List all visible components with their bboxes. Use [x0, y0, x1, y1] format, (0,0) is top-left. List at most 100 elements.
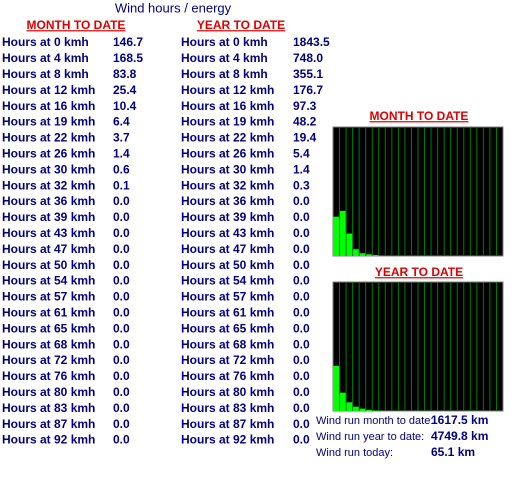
row-label: Hours at 19 kmh — [181, 115, 274, 129]
row-value: 3.7 — [113, 131, 130, 145]
row-value: 355.1 — [293, 67, 323, 81]
row-label: Hours at 54 kmh — [2, 274, 95, 288]
bar — [352, 249, 360, 256]
row-value: 0.0 — [113, 401, 130, 415]
row-value: 0.0 — [113, 321, 130, 335]
row-label: Hours at 8 kmh — [181, 67, 268, 81]
row-label: Hours at 92 kmh — [2, 433, 95, 447]
bar — [339, 210, 347, 256]
row-label: Hours at 43 kmh — [181, 226, 274, 240]
row-value: 1.4 — [293, 162, 310, 176]
wind-run-label: Wind run today: — [316, 447, 393, 459]
row-label: Hours at 36 kmh — [181, 194, 274, 208]
row-value: 0.0 — [293, 290, 310, 304]
row-label: Hours at 0 kmh — [181, 35, 268, 49]
row-value: 1.4 — [113, 146, 130, 160]
row-value: 0.0 — [293, 226, 310, 240]
row-value: 0.0 — [293, 274, 310, 288]
row-value: 1843.5 — [293, 35, 330, 49]
row-label: Hours at 47 kmh — [2, 242, 95, 256]
row-value: 48.2 — [293, 115, 317, 129]
row-value: 0.0 — [113, 290, 130, 304]
wind-run-value: 4749.8 km — [431, 429, 488, 443]
row-value: 83.8 — [113, 67, 137, 81]
row-value: 5.4 — [293, 146, 310, 160]
row-label: Hours at 43 kmh — [2, 226, 95, 240]
row-label: Hours at 80 kmh — [2, 385, 95, 399]
row-label: Hours at 65 kmh — [181, 321, 274, 335]
row-label: Hours at 87 kmh — [2, 417, 95, 431]
row-value: 168.5 — [113, 51, 143, 65]
row-value: 19.4 — [293, 131, 317, 145]
row-value: 0.0 — [293, 305, 310, 319]
row-value: 6.4 — [113, 115, 130, 129]
bar — [359, 253, 366, 256]
wind-run-label: Wind run year to date: — [316, 431, 424, 443]
row-label: Hours at 61 kmh — [2, 305, 95, 319]
row-label: Hours at 39 kmh — [2, 210, 95, 224]
row-value: 0.0 — [113, 274, 130, 288]
row-label: Hours at 30 kmh — [2, 162, 95, 176]
bar — [365, 409, 373, 411]
row-value: 0.6 — [113, 162, 130, 176]
wind-run-value: 65.1 km — [431, 445, 475, 459]
row-label: Hours at 39 kmh — [181, 210, 274, 224]
bar — [346, 402, 353, 411]
row-label: Hours at 16 kmh — [2, 99, 95, 113]
row-label: Hours at 19 kmh — [2, 115, 95, 129]
row-label: Hours at 22 kmh — [2, 131, 95, 145]
row-label: Hours at 22 kmh — [181, 131, 274, 145]
row-value: 10.4 — [113, 99, 137, 113]
title: Wind hours / energy — [115, 0, 232, 15]
year-chart-title: YEAR TO DATE — [375, 265, 463, 279]
bar — [372, 255, 379, 256]
row-value: 0.0 — [113, 417, 130, 431]
row-value: 0.0 — [113, 258, 130, 272]
row-label: Hours at 54 kmh — [181, 274, 274, 288]
row-label: Hours at 68 kmh — [2, 337, 95, 351]
row-value: 0.0 — [293, 417, 310, 431]
row-label: Hours at 87 kmh — [181, 417, 274, 431]
row-label: Hours at 57 kmh — [2, 290, 95, 304]
row-value: 0.0 — [113, 194, 130, 208]
row-label: Hours at 72 kmh — [2, 353, 95, 367]
row-label: Hours at 8 kmh — [2, 67, 89, 81]
row-value: 0.0 — [293, 353, 310, 367]
row-value: 748.0 — [293, 51, 323, 65]
row-value: 0.0 — [113, 226, 130, 240]
row-label: Hours at 4 kmh — [181, 51, 268, 65]
row-value: 0.0 — [293, 337, 310, 351]
row-value: 0.0 — [293, 321, 310, 335]
row-value: 0.0 — [113, 353, 130, 367]
row-label: Hours at 76 kmh — [2, 369, 95, 383]
row-value: 0.0 — [293, 369, 310, 383]
row-label: Hours at 0 kmh — [2, 35, 89, 49]
row-value: 0.0 — [293, 258, 310, 272]
bar — [365, 254, 373, 256]
row-label: Hours at 47 kmh — [181, 242, 274, 256]
row-value: 176.7 — [293, 83, 323, 97]
bar — [333, 365, 340, 411]
wind-run-label: Wind run month to date: — [316, 415, 433, 427]
row-value: 97.3 — [293, 99, 317, 113]
row-value: 0.0 — [113, 210, 130, 224]
row-label: Hours at 50 kmh — [181, 258, 274, 272]
row-value: 0.0 — [113, 369, 130, 383]
row-label: Hours at 68 kmh — [181, 337, 274, 351]
row-value: 0.0 — [113, 242, 130, 256]
row-label: Hours at 65 kmh — [2, 321, 95, 335]
bar — [339, 392, 347, 411]
month-heading: MONTH TO DATE — [27, 18, 126, 32]
row-label: Hours at 92 kmh — [181, 433, 274, 447]
row-label: Hours at 32 kmh — [181, 178, 274, 192]
row-label: Hours at 72 kmh — [181, 353, 274, 367]
row-value: 0.0 — [113, 305, 130, 319]
row-value: 0.0 — [293, 401, 310, 415]
row-label: Hours at 50 kmh — [2, 258, 95, 272]
row-label: Hours at 12 kmh — [181, 83, 274, 97]
row-value: 146.7 — [113, 35, 143, 49]
row-value: 0.0 — [293, 210, 310, 224]
row-label: Hours at 57 kmh — [181, 290, 274, 304]
row-label: Hours at 30 kmh — [181, 162, 274, 176]
